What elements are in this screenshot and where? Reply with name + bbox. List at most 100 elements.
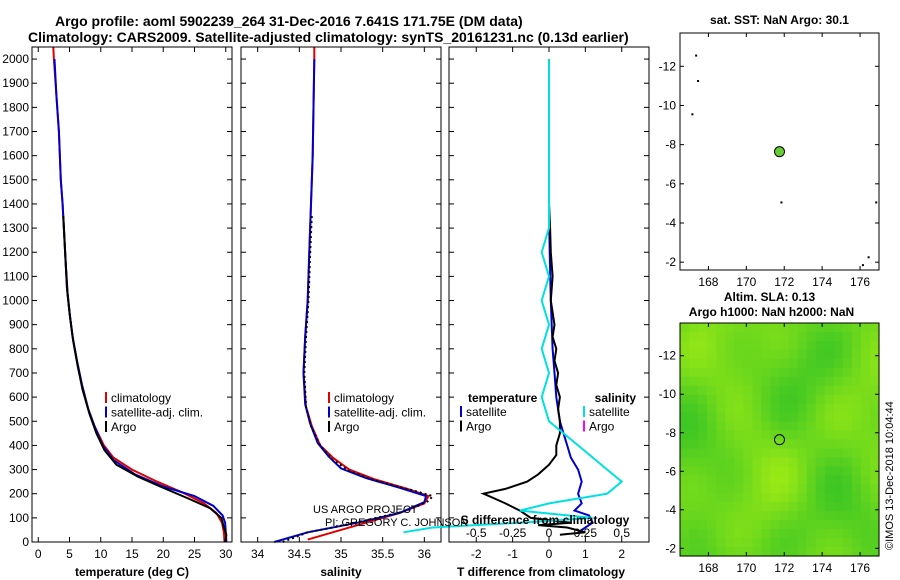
sla-map-title-2: Argo h1000: NaN h2000: NaN bbox=[689, 305, 854, 319]
sla-map-cell bbox=[870, 376, 880, 387]
sla-map-cell bbox=[788, 403, 799, 414]
sla-map-cell bbox=[788, 394, 799, 405]
difference-x-tick-label: 1 bbox=[582, 547, 589, 561]
sla-map-cell bbox=[851, 529, 862, 539]
sla-map-cell bbox=[716, 412, 726, 423]
sla-map-cell bbox=[689, 529, 699, 539]
sla-map-cell bbox=[689, 403, 699, 414]
sla-map-cell bbox=[788, 421, 799, 432]
sla-map-cell bbox=[761, 323, 771, 333]
sla-map-cell bbox=[734, 332, 744, 342]
sla-map-cell bbox=[698, 475, 708, 485]
sla-map-cell bbox=[752, 421, 762, 432]
sla-map-cell bbox=[842, 493, 853, 503]
sla-map-cell bbox=[815, 484, 826, 494]
sla-map-cell bbox=[860, 448, 871, 459]
sla-map-cell bbox=[779, 394, 790, 405]
sst-map-argo-marker bbox=[774, 146, 785, 158]
sla-map-cell bbox=[851, 367, 862, 378]
sla-map-cell bbox=[734, 529, 744, 539]
sla-map-cell bbox=[707, 358, 717, 369]
sla-map-cell bbox=[698, 529, 708, 539]
sla-map-cell bbox=[689, 457, 699, 467]
sla-map-cell bbox=[716, 547, 726, 557]
sla-map-cell bbox=[734, 475, 744, 485]
sla-map-cell bbox=[833, 332, 844, 342]
difference-legend-left-title: temperature bbox=[468, 391, 538, 405]
sla-map-cell bbox=[689, 547, 699, 557]
sla-map-cell bbox=[689, 367, 699, 378]
sla-map-cell bbox=[851, 421, 862, 432]
sla-map-cell bbox=[725, 484, 735, 494]
sla-map-cell bbox=[860, 493, 871, 503]
sst-map-axes bbox=[679, 32, 880, 271]
sla-map-cell bbox=[761, 403, 771, 414]
sla-map-cell bbox=[716, 403, 726, 414]
sla-map-cell bbox=[698, 457, 708, 467]
sla-map-cell bbox=[716, 358, 726, 369]
sst-map-y-tick-label: -2 bbox=[665, 255, 676, 269]
depth-tick-label: 0 bbox=[22, 535, 29, 549]
sla-map-cell bbox=[725, 457, 735, 467]
temperature-legend-1-swatch bbox=[105, 392, 107, 403]
sla-map-cell bbox=[824, 323, 835, 333]
sla-map-cell bbox=[680, 430, 690, 441]
sla-map-cell bbox=[752, 484, 762, 494]
sla-map-title-1: Altim. SLA: 0.13 bbox=[724, 290, 816, 304]
sla-map-cell bbox=[851, 448, 862, 459]
depth-tick-label: 1500 bbox=[2, 173, 29, 187]
sla-map-cell bbox=[851, 340, 862, 351]
depth-tick-label: 1400 bbox=[2, 197, 29, 211]
sla-map-cell bbox=[797, 475, 808, 485]
sla-map-cell bbox=[870, 358, 880, 369]
sla-map-cell bbox=[680, 448, 690, 459]
sla-map-cell bbox=[716, 520, 726, 530]
sla-map-cell bbox=[797, 340, 808, 351]
sla-map-cell bbox=[761, 349, 771, 360]
sla-map-cell bbox=[734, 439, 744, 450]
depth-tick-label: 600 bbox=[9, 390, 29, 404]
sla-map-cell bbox=[842, 529, 853, 539]
sla-map-cell bbox=[815, 385, 826, 396]
sla-map-cell bbox=[689, 520, 699, 530]
sla-map-cell bbox=[716, 502, 726, 512]
sla-map-cell bbox=[779, 484, 790, 494]
sla-map-cell bbox=[743, 448, 753, 459]
sla-map-cell bbox=[716, 538, 726, 548]
sla-map-cell bbox=[788, 358, 799, 369]
sla-map-cell bbox=[779, 403, 790, 414]
sla-map-cell bbox=[851, 502, 862, 512]
sla-map-cell bbox=[806, 358, 817, 369]
sla-map-cell bbox=[698, 511, 708, 521]
sla-map-cell bbox=[752, 538, 762, 548]
depth-tick-label: 300 bbox=[9, 463, 29, 477]
sla-map-cell bbox=[779, 529, 790, 539]
sla-map-cell bbox=[716, 376, 726, 387]
sst-map-island bbox=[695, 54, 698, 57]
sla-map-cell bbox=[716, 421, 726, 432]
sla-map-cell bbox=[833, 448, 844, 459]
sla-map-cell bbox=[707, 439, 717, 450]
sla-map-cell bbox=[707, 421, 717, 432]
sla-map-cell bbox=[806, 376, 817, 387]
sla-map-cell bbox=[761, 430, 771, 441]
sla-map-cell bbox=[860, 340, 871, 351]
difference-s-tick-label: 0.5 bbox=[613, 526, 630, 540]
sla-map-cell bbox=[734, 367, 744, 378]
sla-map-cell bbox=[707, 538, 717, 548]
sla-map-cell bbox=[870, 502, 880, 512]
sla-map-cell bbox=[680, 332, 690, 342]
sla-map-cell bbox=[842, 430, 853, 441]
sla-map-cell bbox=[779, 457, 790, 467]
sla-map-cell bbox=[833, 349, 844, 360]
salinity-x-tick-label: 34.5 bbox=[288, 547, 312, 561]
sla-map-cell bbox=[842, 511, 853, 521]
sst-map-island bbox=[691, 113, 694, 116]
sla-map-cell bbox=[716, 349, 726, 360]
sla-map-cell bbox=[734, 520, 744, 530]
sla-map-cell bbox=[860, 358, 871, 369]
sla-map-cell bbox=[716, 394, 726, 405]
sla-map-cell bbox=[734, 385, 744, 396]
sla-map-cell bbox=[797, 502, 808, 512]
sla-map-cell bbox=[833, 340, 844, 351]
